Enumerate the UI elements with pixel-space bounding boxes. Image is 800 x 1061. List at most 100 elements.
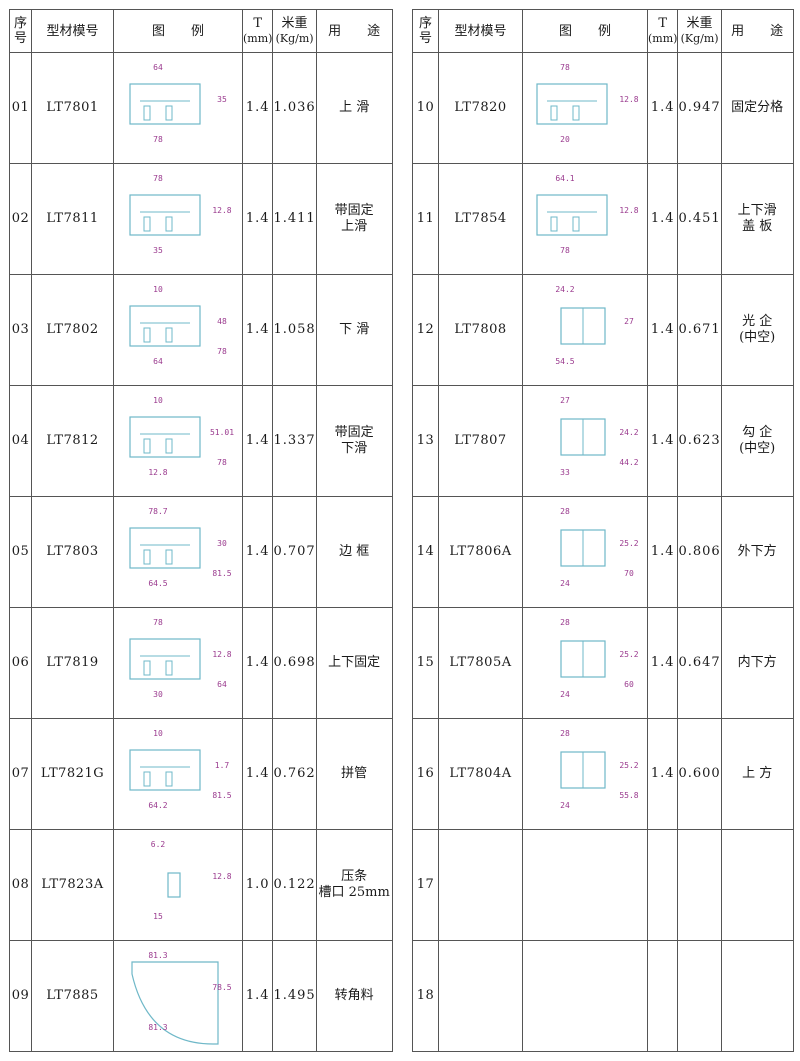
right-spec-table: 序号 型材模号 图 例 T (mm) 米重 (Kg/m) 用 途 10 LT7820 7…: [412, 9, 794, 1052]
profile-diagram-cell: 64.1 12.8 78: [522, 163, 648, 275]
profile-drawing: 81.3 78.5 81.3: [131, 951, 232, 1045]
seq-cell: 12: [412, 274, 439, 386]
seq-cell: 11: [412, 163, 439, 275]
dimension-label: 64.5: [148, 579, 167, 588]
profile-channel: [165, 216, 173, 232]
table-row: 09 LT7885 81.3 78.5 81.3 1.4 1.495 转角料: [9, 940, 393, 1052]
table-row: 06 LT7819 78 12.8 30 64 1.4 0.698 上下固定: [9, 607, 393, 719]
dimension-label: 78: [217, 458, 227, 467]
table-row: 07 LT7821G 10 1.7 64.2 81.5 1.4 0.762 拼管: [9, 718, 393, 830]
dimension-label: 27: [560, 396, 570, 405]
weight-cell: 0.122: [272, 829, 317, 941]
header-w-unit: (Kg/m): [275, 32, 314, 45]
dimension-label: 24.2: [555, 285, 574, 294]
dimension-label: 24: [560, 690, 570, 699]
table-row: 01 LT7801 64 35 78 1.4 1.036 上 滑: [9, 52, 393, 164]
dimension-label: 78.7: [148, 507, 167, 516]
usage-cell: 勾 企 (中空): [720, 385, 794, 497]
profile-drawing: 78 12.8 20: [536, 63, 639, 144]
thickness-cell: 1.4: [646, 163, 679, 275]
dimension-label: 78: [560, 246, 570, 255]
table-row: 11 LT7854 64.1 12.8 78 1.4 0.451 上下滑盖 板: [412, 163, 794, 275]
header-seq-label: 序号: [418, 16, 432, 46]
header-t: T: [253, 16, 263, 31]
table-row: 10 LT7820 78 12.8 20 1.4 0.947 固定分格: [412, 52, 794, 164]
model-cell: LT7812: [31, 385, 114, 497]
dimension-label: 51.01: [210, 428, 234, 437]
dimension-label: 25.2: [619, 539, 638, 548]
weight-cell: [677, 829, 722, 941]
usage-cell: 外下方: [720, 496, 794, 608]
left-table-body: 01 LT7801 64 35 78 1.4 1.036 上 滑 02 LT7811 78 12.8 3…: [9, 52, 393, 1052]
seq-cell: 08: [9, 829, 32, 941]
dimension-label: 33: [560, 468, 570, 477]
table-row: 14 LT7806A 28 25.2 24 70 1.4 0.806 外下方: [412, 496, 794, 608]
header-thickness: T (mm): [646, 9, 679, 53]
table-row: 17: [412, 829, 794, 941]
model-cell: LT7819: [31, 607, 114, 719]
seq-cell: 07: [9, 718, 32, 830]
thickness-cell: 1.4: [646, 496, 679, 608]
profile-diagram-cell: [522, 940, 648, 1052]
profile-diagram-cell: 78.7 30 64.5 81.5: [113, 496, 243, 608]
weight-cell: 1.495: [272, 940, 317, 1052]
dimension-label: 55.8: [619, 791, 638, 800]
profile-drawing: 64 35 78: [129, 63, 227, 144]
model-cell: LT7823A: [31, 829, 114, 941]
dimension-label: 20: [560, 135, 570, 144]
profile-diagram-cell: 28 25.2 24 60: [522, 607, 648, 719]
model-cell: LT7808: [438, 274, 523, 386]
model-cell: LT7807: [438, 385, 523, 497]
model-cell: [438, 940, 523, 1052]
profile-drawing: 28 25.2 24 60: [560, 618, 639, 699]
dimension-label: 35: [217, 95, 227, 104]
profile-channel: [165, 438, 173, 454]
profile-channel: [165, 105, 173, 121]
profile-outline: [129, 194, 201, 236]
model-cell: LT7821G: [31, 718, 114, 830]
profile-drawing: 78 12.8 30 64: [129, 618, 232, 699]
usage-cell: 内下方: [720, 607, 794, 719]
profile-diagram-cell: [522, 829, 648, 941]
profile-channel: [550, 216, 558, 232]
left-spec-table: 序号 型材模号 图 例 T (mm) 米重 (Kg/m) 用 途 01 LT7801 6…: [9, 9, 393, 1052]
profile-channel: [550, 105, 558, 121]
table-row: 13 LT7807 27 24.2 33 44.2 1.4 0.623 勾 企 (中空): [412, 385, 794, 497]
profile-drawing: 6.2 12.8 15: [151, 840, 232, 921]
seq-cell: 09: [9, 940, 32, 1052]
table-row: 16 LT7804A 28 25.2 24 55.8 1.4 0.600 上 方: [412, 718, 794, 830]
profile-diagram-cell: 24.2 27 54.5: [522, 274, 648, 386]
profile-outline: [131, 961, 219, 1045]
dimension-label: 30: [153, 690, 163, 699]
seq-cell: 02: [9, 163, 32, 275]
profile-channel: [143, 549, 151, 565]
model-cell: LT7820: [438, 52, 523, 164]
dimension-label: 64: [153, 357, 163, 366]
profile-outline: [536, 194, 608, 236]
profile-diagram-cell: 10 51.01 12.8 78: [113, 385, 243, 497]
usage-cell: 上 滑: [315, 52, 393, 164]
dimension-label: 78: [153, 174, 163, 183]
model-cell: LT7804A: [438, 718, 523, 830]
model-cell: LT7885: [31, 940, 114, 1052]
model-cell: LT7801: [31, 52, 114, 164]
header-t-unit: (mm): [243, 32, 273, 45]
header-seq: 序号: [9, 9, 32, 53]
profile-outline: [129, 749, 201, 791]
profile-diagram-cell: 28 25.2 24 55.8: [522, 718, 648, 830]
thickness-cell: 1.4: [646, 718, 679, 830]
profile-drawing: 27 24.2 33 44.2: [560, 396, 639, 477]
dimension-label: 10: [153, 285, 163, 294]
thickness-cell: 1.4: [241, 718, 274, 830]
thickness-cell: 1.0: [241, 829, 274, 941]
dimension-label: 6.2: [151, 840, 166, 849]
seq-cell: 10: [412, 52, 439, 164]
profile-drawing: 28 25.2 24 55.8: [560, 729, 639, 810]
profile-channel: [165, 771, 173, 787]
header-seq: 序号: [412, 9, 439, 53]
profile-channel: [165, 327, 173, 343]
model-cell: [438, 829, 523, 941]
header-weight: 米重 (Kg/m): [272, 9, 317, 53]
weight-cell: 0.698: [272, 607, 317, 719]
dimension-label: 30: [217, 539, 227, 548]
